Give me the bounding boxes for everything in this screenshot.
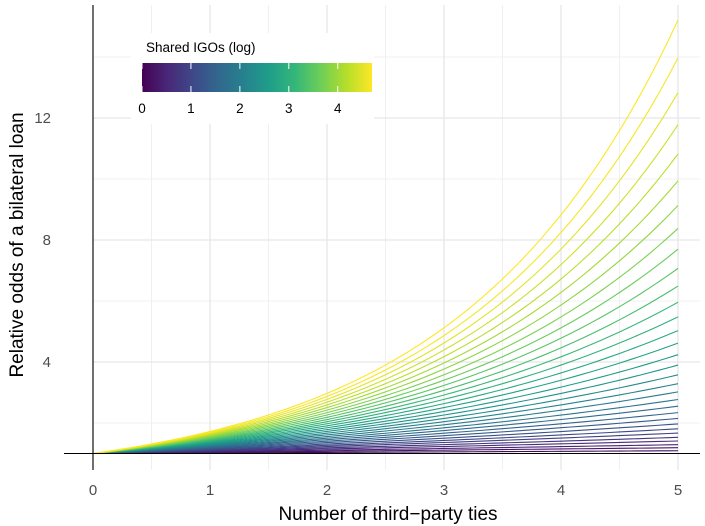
series-line bbox=[92, 57, 679, 455]
colorbar-tick-label: 0 bbox=[138, 101, 146, 116]
legend-title: Shared IGOs (log) bbox=[146, 40, 256, 55]
colorbar-tick-label: 2 bbox=[236, 101, 244, 116]
x-axis-title: Number of third−party ties bbox=[278, 504, 497, 525]
axes bbox=[64, 5, 700, 470]
x-tick-label: 1 bbox=[206, 482, 214, 499]
colorbar-tick-label: 4 bbox=[334, 101, 342, 116]
series-line bbox=[92, 19, 679, 455]
colorbar-tick-label: 3 bbox=[285, 101, 293, 116]
series-line bbox=[92, 316, 679, 455]
x-tick-labels: 0 1 2 3 4 5 bbox=[89, 482, 682, 499]
series-line bbox=[92, 228, 679, 455]
series-line bbox=[92, 285, 679, 455]
y-tick-label: 8 bbox=[43, 232, 51, 249]
series-line bbox=[92, 354, 679, 455]
y-tick-labels: 4 8 12 bbox=[34, 110, 51, 371]
series-line bbox=[92, 342, 679, 455]
colorbar-tick-label: 1 bbox=[187, 101, 195, 116]
series-lines bbox=[92, 19, 679, 455]
series-line bbox=[92, 92, 679, 455]
series-line bbox=[92, 330, 679, 455]
series-line bbox=[92, 124, 679, 455]
x-tick-label: 3 bbox=[440, 482, 448, 499]
colorbar-gradient bbox=[142, 63, 372, 92]
x-tick-label: 4 bbox=[557, 482, 565, 499]
series-line bbox=[92, 180, 679, 455]
colorbar-tick-labels: 0 1 2 3 4 bbox=[138, 101, 342, 116]
y-axis-title: Relative odds of a bilateral loan bbox=[7, 112, 28, 377]
series-line bbox=[92, 248, 679, 455]
series-line bbox=[92, 301, 679, 455]
colorbar-legend: Shared IGOs (log) 0 1 2 3 4 bbox=[131, 33, 374, 124]
x-tick-label: 2 bbox=[323, 482, 331, 499]
colorbar-tick-marks bbox=[141, 63, 339, 92]
x-tick-label: 5 bbox=[674, 482, 682, 499]
y-tick-label: 4 bbox=[43, 354, 51, 371]
x-tick-label: 0 bbox=[89, 482, 97, 499]
series-line bbox=[92, 205, 679, 455]
series-line bbox=[92, 267, 679, 455]
series-line bbox=[92, 153, 679, 455]
y-tick-label: 12 bbox=[34, 110, 51, 127]
